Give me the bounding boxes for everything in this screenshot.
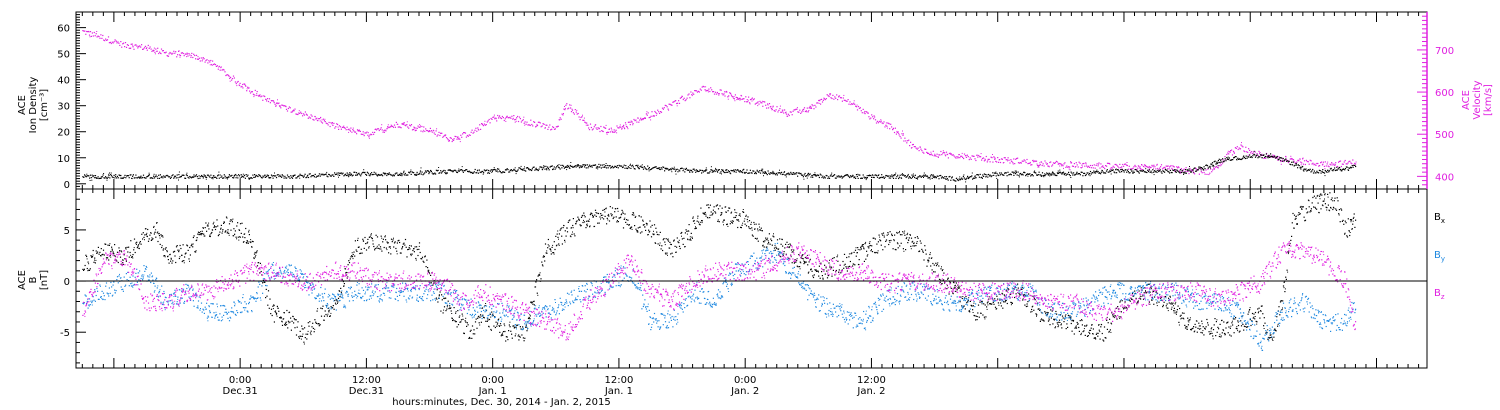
x-tick-time-label: 12:00 [605,375,634,386]
bx-series [82,192,1357,345]
top-right-axis-label: ACE Velocity [km/s] [1461,80,1494,119]
x-tick-time-label: 12:00 [857,375,886,386]
bottom-left-tick-label: 0 [64,277,70,288]
legend-bx: Bx [1434,212,1445,225]
top-left-tick-label: 10 [57,154,70,165]
top-left-tick-label: 40 [57,76,70,87]
x-tick-date-label: Jan. 1 [604,386,633,397]
top-left-axis-label: ACE Ion Density [cm⁻³] [17,77,50,134]
top-right-tick-label: 700 [1435,46,1454,57]
top-right-tick-label: 400 [1435,172,1454,183]
top-left-tick-label: 20 [57,128,70,139]
legend-bz: Bz [1434,288,1445,301]
x-tick-time-label: 0:00 [734,375,756,386]
x-tick-date-label: Jan. 1 [478,386,507,397]
bottom-panel-frame [75,188,1428,369]
x-tick-date-label: Jan. 2 [730,386,759,397]
top-left-tick-label: 50 [57,50,70,61]
top-right-tick-label: 500 [1435,130,1454,141]
top-left-tick-label: 0 [64,180,70,191]
x-tick-time-label: 0:00 [481,375,503,386]
bottom-axis-label: ACE B [nT] [17,270,50,290]
x-tick-time-label: 12:00 [352,375,381,386]
bottom-left-tick-label: 5 [64,226,70,237]
top-left-tick-label: 30 [57,102,70,113]
bottom-left-tick-label: -5 [60,328,70,339]
x-tick-date-label: Dec.31 [349,386,384,397]
top-right-tick-label: 600 [1435,88,1454,99]
x-axis-label: hours:minutes, Dec. 30, 2014 - Jan. 2, 2… [392,397,610,408]
x-tick-date-label: Jan. 2 [856,386,885,397]
velocity-series [82,30,1357,176]
bz-series [82,241,1357,341]
legend-by: By [1434,250,1445,263]
x-tick-date-label: Dec.31 [223,386,258,397]
top-left-tick-label: 60 [57,24,70,35]
x-tick-time-label: 0:00 [229,375,251,386]
ion-density-series [82,150,1357,183]
